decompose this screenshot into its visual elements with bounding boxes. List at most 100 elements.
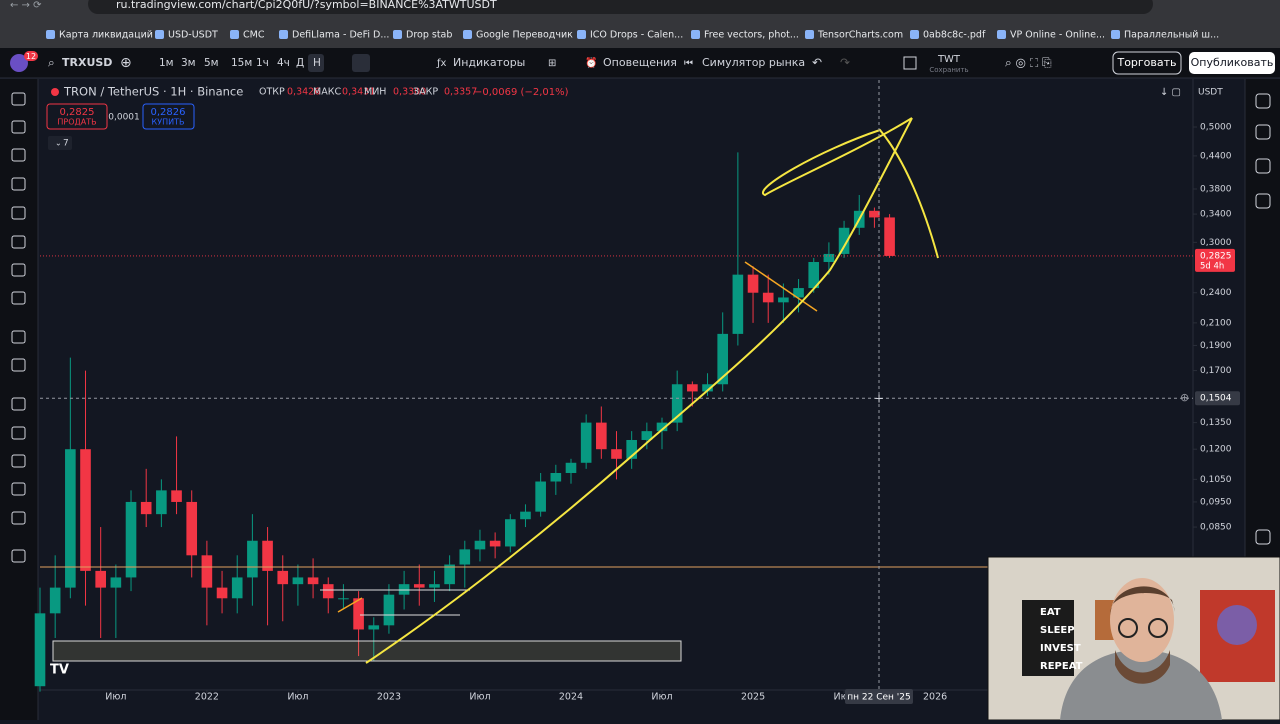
back-button[interactable]: ← → ⟳ <box>10 0 42 11</box>
side-icon[interactable] <box>1255 93 1271 109</box>
side-icon[interactable] <box>1255 529 1271 545</box>
tool-icon[interactable] <box>11 397 26 411</box>
templates[interactable]: ⊞ <box>548 58 556 69</box>
candle-body <box>884 217 895 256</box>
bookmark-icon <box>393 30 402 39</box>
layout-name[interactable]: TWT <box>937 54 961 65</box>
ohlc-label: ОТКР <box>259 87 285 98</box>
layout-icon[interactable] <box>903 56 917 70</box>
scroll-icons[interactable]: ↓ ▢ <box>1160 87 1181 98</box>
candle-body <box>459 549 471 565</box>
indicators-toggle[interactable] <box>48 136 72 150</box>
y-tick-label: 0,0950 <box>1200 497 1232 507</box>
tool-icon[interactable] <box>11 426 26 440</box>
bookmark-icon <box>910 30 919 39</box>
tool-icon[interactable] <box>11 549 26 563</box>
sell-button[interactable] <box>46 103 108 130</box>
indicators-icon: ƒx <box>436 58 447 69</box>
tool-icon[interactable] <box>11 148 26 162</box>
publish-button[interactable] <box>1189 52 1275 74</box>
undo[interactable]: ↶ <box>812 56 822 70</box>
y-tick-label: 0,3800 <box>1200 184 1232 194</box>
bookmark[interactable]: DefiLlama - DeFi D... <box>292 30 389 41</box>
bookmark-icon <box>1111 30 1120 39</box>
poster-text: EAT SLEEP INVEST REPEAT <box>1040 607 1083 672</box>
side-icon[interactable] <box>1255 158 1271 174</box>
address-bar[interactable] <box>88 0 1153 14</box>
url: ru.tradingview.com/chart/Cpi2Q0fU/?symbo… <box>116 0 497 11</box>
y-tick-label: 0,1900 <box>1200 341 1232 351</box>
add-symbol[interactable]: ⊕ <box>120 55 132 71</box>
candle-body <box>580 422 592 463</box>
bookmark[interactable]: USD-USDT <box>168 30 218 41</box>
symbol[interactable]: TRXUSD <box>62 56 112 69</box>
trend-line[interactable] <box>744 261 818 312</box>
tool-icon[interactable] <box>11 330 26 344</box>
change: −0,0069 (−2,01%) <box>474 87 569 98</box>
candle-body <box>474 540 486 550</box>
tool-icon[interactable] <box>11 454 26 468</box>
bookmark[interactable]: Google Переводчик <box>476 30 573 41</box>
tool-icon[interactable] <box>11 92 26 106</box>
y-tick-label: 0,0850 <box>1200 523 1232 533</box>
ohlc-value: 0,3431 <box>342 87 375 98</box>
avatar[interactable] <box>10 54 28 72</box>
poster-word: EAT <box>1040 607 1061 618</box>
trade-label: Торговать <box>1116 56 1176 69</box>
replay[interactable]: Симулятор рынка <box>702 56 805 69</box>
redo[interactable]: ↷ <box>840 56 850 70</box>
trend-line[interactable] <box>337 597 363 613</box>
buy-button[interactable] <box>142 103 195 130</box>
interval[interactable]: 5м <box>204 57 219 69</box>
symbol-title[interactable]: TRON / TetherUS · 1H · Binance <box>63 85 243 99</box>
yellow-loop[interactable] <box>762 117 939 259</box>
toolbar-icons[interactable]: ⌕ ◎ ⛶ ⎘ <box>1005 56 1052 70</box>
interval[interactable]: 1ч <box>256 57 269 69</box>
candle-body <box>656 422 668 432</box>
bookmark[interactable]: Free vectors, phot... <box>704 30 799 41</box>
interval[interactable]: Д <box>296 57 304 69</box>
tool-icon[interactable] <box>11 511 26 525</box>
bookmark[interactable]: Параллельный ш... <box>1124 30 1219 41</box>
tool-icon[interactable] <box>11 482 26 496</box>
currency[interactable]: USDT <box>1198 88 1223 98</box>
bookmark[interactable]: ICO Drops - Calen... <box>590 30 683 41</box>
tool-icon[interactable] <box>11 358 26 372</box>
buy-price: 0,2826 <box>151 107 186 118</box>
crosshair-plus[interactable]: ⊕ <box>1180 391 1189 404</box>
y-tick-label: 0,2100 <box>1200 318 1232 328</box>
buy-label: КУПИТЬ <box>152 118 185 127</box>
interval[interactable]: Н <box>313 57 321 69</box>
bookmark[interactable]: Drop stab <box>406 30 452 41</box>
interval[interactable]: 3м <box>181 57 196 69</box>
interval[interactable]: 15м <box>231 57 252 69</box>
tool-icon[interactable] <box>11 206 26 220</box>
alerts[interactable]: Оповещения <box>603 56 677 69</box>
side-icon[interactable] <box>1255 193 1271 209</box>
bookmark-icon <box>463 30 472 39</box>
search-icon[interactable]: ⌕ <box>48 56 55 70</box>
tool-icon[interactable] <box>11 120 26 134</box>
range-box[interactable] <box>52 640 682 662</box>
interval[interactable]: 4ч <box>277 57 290 69</box>
tool-icon[interactable] <box>11 177 26 191</box>
trade-button[interactable] <box>1112 51 1182 75</box>
bookmark-icon <box>691 30 700 39</box>
interval[interactable]: 1м <box>159 57 174 69</box>
bookmark[interactable]: CMC <box>243 30 265 41</box>
bookmark[interactable]: VP Online - Online... <box>1010 30 1105 41</box>
tool-icon[interactable] <box>11 263 26 277</box>
yellow-curve[interactable] <box>365 117 913 664</box>
tool-icon[interactable] <box>11 291 26 305</box>
side-icon[interactable] <box>1255 124 1271 140</box>
x-tick-label: Июл <box>105 692 126 703</box>
candle-body <box>520 511 531 520</box>
tool-icon[interactable] <box>11 235 26 249</box>
bookmark[interactable]: Карта ликвидаций <box>59 30 153 41</box>
bookmark[interactable]: 0ab8c8c-.pdf <box>923 30 986 41</box>
indicators[interactable]: Индикаторы <box>453 56 525 69</box>
side-icons <box>1255 93 1271 545</box>
poster-word: REPEAT <box>1040 661 1083 672</box>
bookmark[interactable]: TensorCharts.com <box>817 30 903 41</box>
chart-type[interactable] <box>352 54 370 72</box>
